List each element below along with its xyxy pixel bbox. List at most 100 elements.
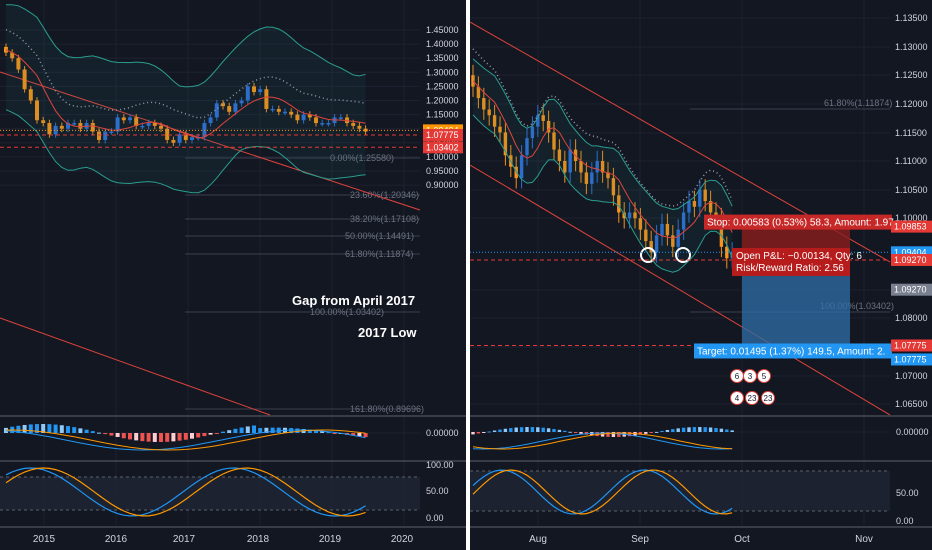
candle-body: [221, 103, 225, 107]
bollinger-upper-band: [5, 4, 366, 88]
y-axis-tick-label: 1.12500: [895, 70, 928, 80]
channel-lower-line[interactable]: [470, 164, 891, 416]
macd-line: [5, 429, 366, 451]
economic-event-badge[interactable]: [745, 391, 759, 405]
macd-histogram-bar: [471, 432, 475, 435]
macd-histogram-bar: [103, 433, 108, 435]
macd-histogram-bar: [245, 426, 250, 433]
annotation-2017-low: 2017 Low: [358, 325, 417, 340]
double-bottom-marker[interactable]: [640, 247, 656, 263]
stochastic-k-line: [5, 467, 366, 517]
price-tag-label: 1.09404: [894, 247, 927, 257]
y-axis-tick-label: 1.20000: [426, 96, 459, 106]
economic-event-badge[interactable]: [757, 369, 771, 383]
macd-histogram-bar: [270, 427, 275, 433]
y-axis-tick-label: 1.25000: [426, 81, 459, 91]
macd-histogram-bar: [687, 427, 691, 432]
candle-body: [59, 125, 64, 129]
macd-histogram-bar: [671, 429, 675, 432]
x-axis-tick-label: Nov: [855, 534, 873, 545]
macd-histogram-bar: [183, 433, 188, 440]
pane-divider[interactable]: [466, 0, 470, 550]
y-axis-tick-label: 1.08000: [895, 313, 928, 323]
x-axis-tick-label: Aug: [529, 534, 547, 545]
macd-histogram-bar: [16, 425, 21, 433]
fib-level-label: 161.80%(0.89696): [350, 404, 424, 414]
price-tag-box: [891, 353, 932, 366]
candle-body: [557, 149, 562, 161]
stochastic-axis-label: 100.00: [426, 460, 454, 470]
candle-body: [72, 123, 77, 125]
macd-histogram-bar: [258, 428, 263, 433]
candle-body: [687, 201, 691, 213]
macd-histogram-bar: [227, 430, 232, 433]
macd-histogram-bar: [503, 428, 508, 432]
macd-histogram-bar: [617, 432, 621, 437]
macd-histogram-bar: [519, 427, 524, 432]
candle-body: [159, 125, 163, 129]
candle-body: [644, 229, 648, 242]
candle-body: [606, 172, 610, 179]
candle-body: [140, 125, 145, 128]
macd-histogram-bar: [579, 432, 583, 434]
left-chart-pane[interactable]: 0.00%(1.25580) 23.60%(1.20346) 38.20%(1.17…: [0, 0, 466, 550]
candle-body: [519, 155, 524, 179]
candle-body: [552, 132, 556, 150]
candle-body: [326, 123, 331, 125]
candle-body: [152, 123, 157, 126]
macd-histogram-bar: [698, 427, 702, 432]
candle-body: [595, 161, 599, 173]
candle-body: [725, 246, 729, 259]
fib-level-label: 23.60%(1.20346): [350, 190, 419, 200]
price-tag-label: 1.03402: [426, 142, 459, 152]
right-chart-pane[interactable]: 61.80%(1.11874) 100.00%(1.03402) Stop: 0.0…: [470, 0, 932, 550]
price-tag-label: 1.07775: [894, 354, 927, 364]
price-tag-box: [891, 253, 932, 266]
economic-event-count: 3: [748, 372, 753, 381]
candle-body: [283, 111, 287, 114]
economic-event-badge[interactable]: [743, 369, 757, 383]
candle-body: [245, 86, 250, 101]
economic-event-badge[interactable]: [730, 391, 744, 405]
x-axis-tick-label: Sep: [631, 534, 649, 545]
fib-level-label: 61.80%(1.11874): [345, 249, 413, 259]
macd-histogram-bar: [557, 429, 562, 432]
candle-body: [676, 229, 680, 247]
macd-histogram-bar: [177, 433, 182, 441]
candle-body: [627, 212, 632, 219]
candle-body: [617, 195, 621, 213]
y-axis-tick-label: 1.15000: [426, 110, 459, 120]
candle-body: [115, 117, 120, 132]
candle-body: [109, 131, 114, 134]
channel-upper-line[interactable]: [0, 71, 421, 211]
macd-histogram-bar: [165, 433, 170, 442]
annotation-gap-from-april-2017: Gap from April 2017: [292, 293, 415, 308]
macd-histogram-bar: [509, 428, 513, 432]
y-axis-tick-label: 0.90000: [426, 180, 459, 190]
double-bottom-marker[interactable]: [675, 247, 691, 263]
open-pnl-label: Open P&L: −0.00134, Qty: 6: [736, 251, 862, 262]
x-axis-tick-label: 2020: [391, 534, 414, 545]
bollinger-lower-band: [472, 114, 733, 273]
candle-body: [476, 86, 481, 99]
macd-histogram-bar: [627, 432, 632, 437]
economic-event-badge[interactable]: [761, 391, 775, 405]
risk-reward-label: Risk/Reward Ratio: 2.56: [736, 263, 844, 274]
macd-histogram-bar: [492, 430, 497, 432]
macd-histogram-bar: [676, 428, 680, 432]
candle-body: [190, 137, 194, 140]
bollinger-upper-band: [472, 58, 733, 211]
candle-body: [252, 86, 256, 93]
macd-histogram-bar: [708, 427, 713, 432]
economic-event-count: 6: [735, 372, 740, 381]
price-tag-box: [891, 220, 932, 233]
macd-histogram-bar: [573, 432, 578, 433]
candle-body: [660, 223, 664, 236]
channel-lower-line[interactable]: [0, 317, 271, 416]
macd-histogram-bar: [140, 433, 145, 442]
stop-label-box: [704, 214, 892, 230]
candle-body: [338, 117, 343, 119]
macd-histogram-bar: [252, 425, 256, 433]
macd-histogram-bar: [644, 432, 648, 434]
candle-body: [214, 103, 219, 118]
